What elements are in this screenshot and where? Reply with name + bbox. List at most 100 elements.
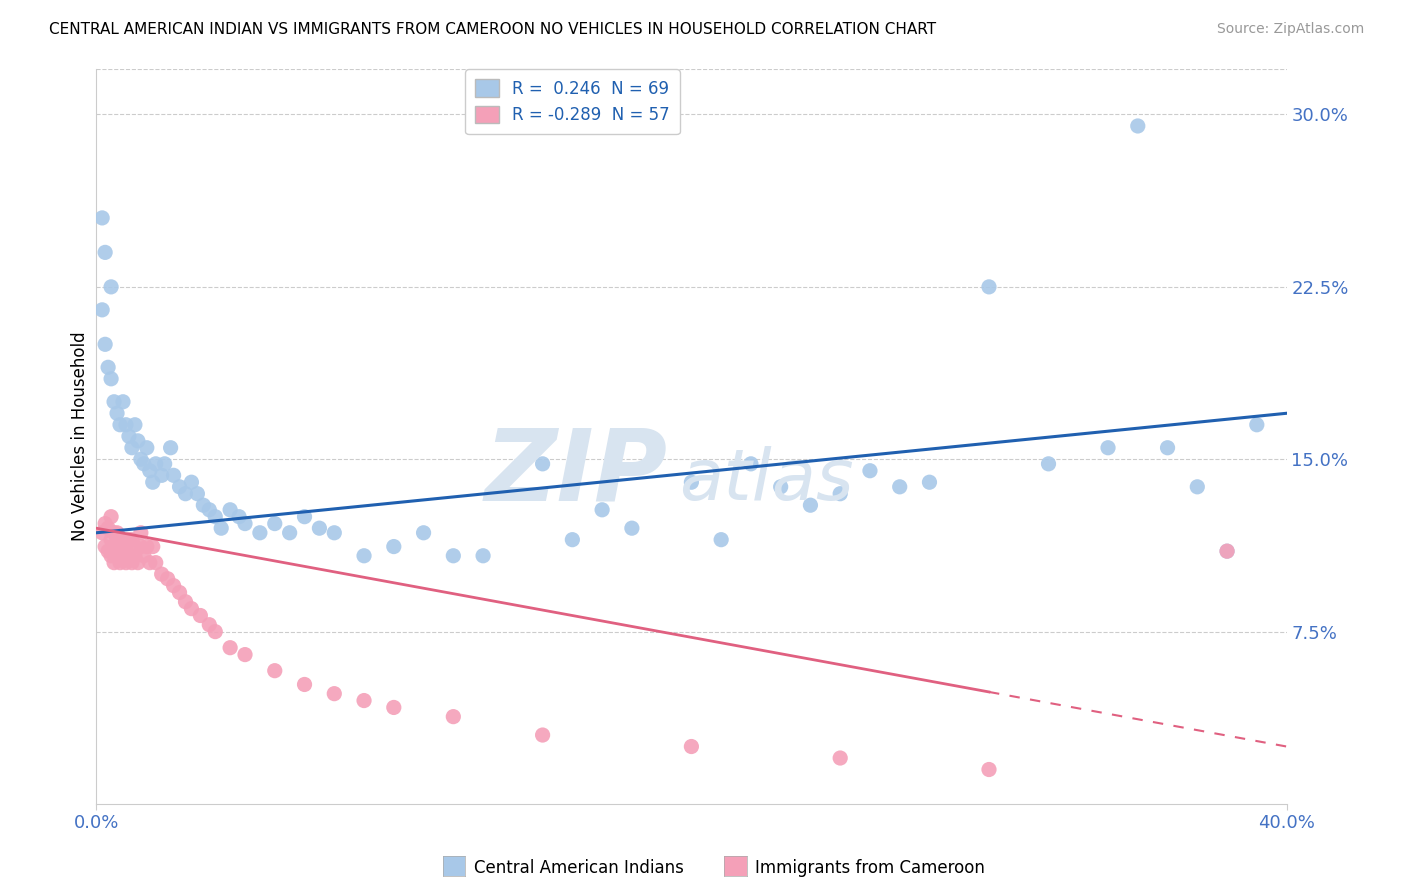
Point xyxy=(124,549,146,563)
Point xyxy=(124,540,146,554)
Point xyxy=(129,452,152,467)
Point xyxy=(103,394,125,409)
Point xyxy=(169,585,191,599)
Point xyxy=(150,567,173,582)
Point xyxy=(412,525,434,540)
Point xyxy=(294,677,316,691)
Point xyxy=(121,533,143,547)
Point xyxy=(127,556,149,570)
Point xyxy=(219,640,242,655)
Point xyxy=(156,572,179,586)
Point xyxy=(180,475,202,490)
Point xyxy=(118,533,141,547)
Point xyxy=(94,516,117,531)
Point xyxy=(100,372,122,386)
Point xyxy=(198,503,221,517)
Point xyxy=(1187,480,1209,494)
Point xyxy=(1038,457,1060,471)
Point xyxy=(118,429,141,443)
Point xyxy=(94,337,117,351)
Point xyxy=(108,556,131,570)
Point xyxy=(111,394,134,409)
Point xyxy=(219,503,242,517)
Point xyxy=(531,457,554,471)
Point xyxy=(121,556,143,570)
Point xyxy=(145,457,167,471)
Point xyxy=(769,480,792,494)
Point xyxy=(150,468,173,483)
Point xyxy=(135,540,157,554)
Point xyxy=(472,549,495,563)
Point xyxy=(142,475,165,490)
Point xyxy=(97,521,120,535)
Point xyxy=(278,525,301,540)
Point xyxy=(145,556,167,570)
Point xyxy=(1246,417,1268,432)
Point xyxy=(382,540,405,554)
Point xyxy=(174,595,197,609)
Point xyxy=(353,693,375,707)
Point xyxy=(198,617,221,632)
Point xyxy=(153,457,176,471)
Point xyxy=(162,579,184,593)
Point xyxy=(94,540,117,554)
Point xyxy=(129,525,152,540)
Point xyxy=(91,302,114,317)
Point xyxy=(1216,544,1239,558)
Point xyxy=(129,540,152,554)
Point xyxy=(323,525,346,540)
Point xyxy=(353,549,375,563)
Point xyxy=(799,498,821,512)
Point xyxy=(115,556,138,570)
Point xyxy=(561,533,583,547)
Text: ZIP: ZIP xyxy=(485,425,668,522)
Point xyxy=(105,549,128,563)
Point xyxy=(139,556,162,570)
Point xyxy=(97,544,120,558)
Text: Central American Indians: Central American Indians xyxy=(474,859,683,877)
Point xyxy=(108,540,131,554)
Point xyxy=(859,464,882,478)
Point xyxy=(118,549,141,563)
Point xyxy=(889,480,911,494)
Point xyxy=(918,475,941,490)
Point xyxy=(323,687,346,701)
Point xyxy=(382,700,405,714)
Point xyxy=(115,417,138,432)
Point xyxy=(124,417,146,432)
Point xyxy=(308,521,330,535)
Point xyxy=(105,533,128,547)
Point xyxy=(190,608,212,623)
Point xyxy=(132,549,155,563)
Point xyxy=(127,434,149,448)
Point xyxy=(103,540,125,554)
Point xyxy=(1156,441,1178,455)
Point xyxy=(531,728,554,742)
Point xyxy=(103,525,125,540)
Point xyxy=(740,457,762,471)
Point xyxy=(263,516,285,531)
Point xyxy=(977,280,1000,294)
Point xyxy=(97,360,120,375)
Legend: R =  0.246  N = 69, R = -0.289  N = 57: R = 0.246 N = 69, R = -0.289 N = 57 xyxy=(465,70,679,134)
Point xyxy=(100,280,122,294)
Text: Source: ZipAtlas.com: Source: ZipAtlas.com xyxy=(1216,22,1364,37)
Point xyxy=(111,540,134,554)
Text: Immigrants from Cameroon: Immigrants from Cameroon xyxy=(755,859,984,877)
Text: CENTRAL AMERICAN INDIAN VS IMMIGRANTS FROM CAMEROON NO VEHICLES IN HOUSEHOLD COR: CENTRAL AMERICAN INDIAN VS IMMIGRANTS FR… xyxy=(49,22,936,37)
Point xyxy=(263,664,285,678)
Point xyxy=(1126,119,1149,133)
Point xyxy=(159,441,181,455)
Point xyxy=(1216,544,1239,558)
Point xyxy=(105,406,128,420)
Point xyxy=(132,457,155,471)
Point xyxy=(121,441,143,455)
Point xyxy=(710,533,733,547)
Point xyxy=(91,525,114,540)
Point xyxy=(108,417,131,432)
Point xyxy=(441,549,464,563)
Point xyxy=(108,533,131,547)
Point xyxy=(209,521,232,535)
Point xyxy=(105,525,128,540)
Point xyxy=(174,486,197,500)
